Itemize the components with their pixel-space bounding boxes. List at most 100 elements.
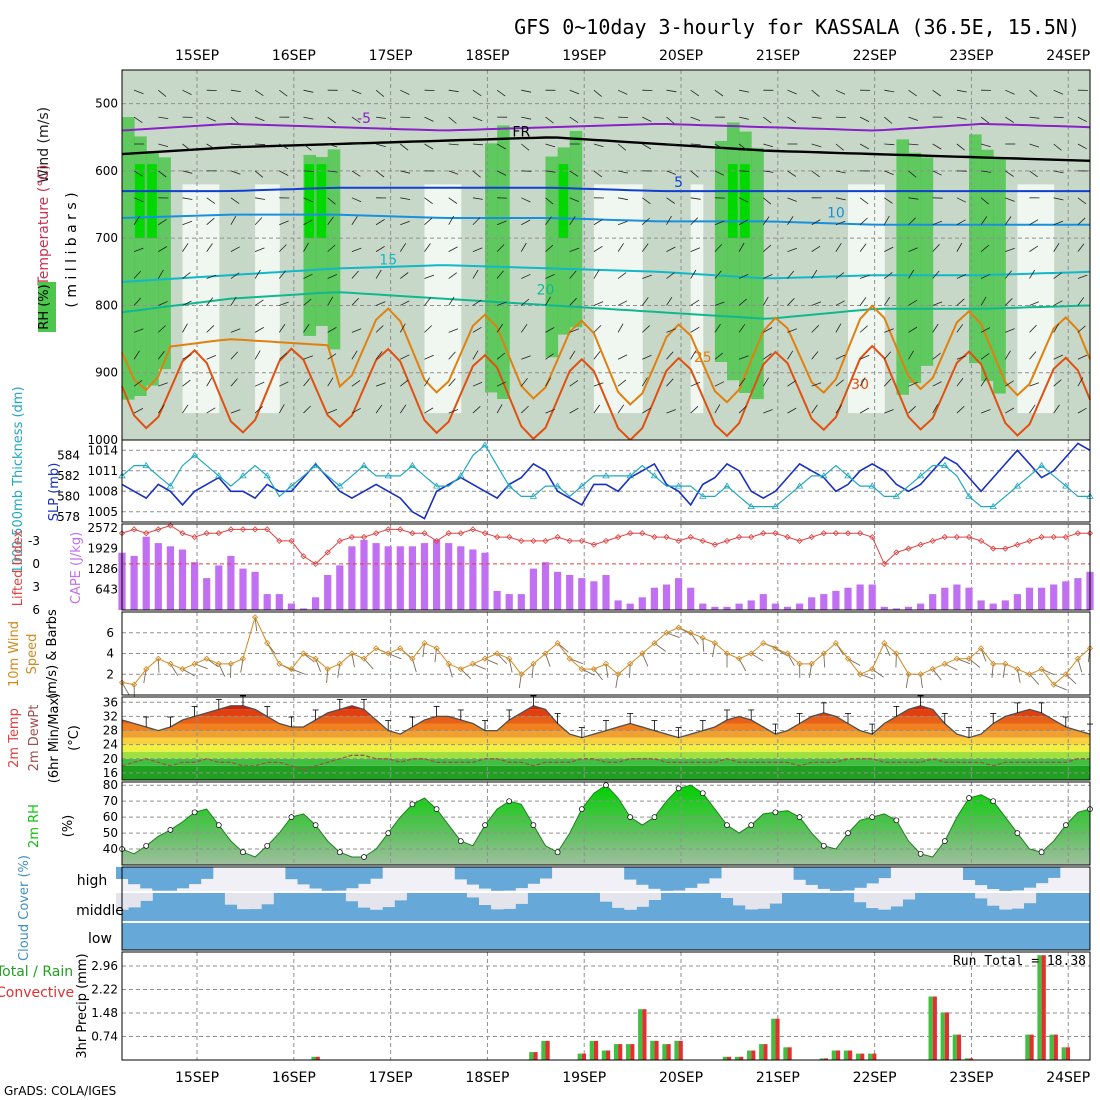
panel-precip: 0.74 1.48 2.22 2.96 Run Total = 18.38 Total /… [0, 951, 1091, 1061]
y-tick-label-left: 0 [32, 557, 40, 571]
wind-marker [239, 655, 247, 662]
precip-convective-bar [763, 1044, 768, 1060]
thickness-marker [650, 472, 659, 479]
wind-barb [303, 378, 311, 387]
cloud-high-cell [345, 867, 359, 889]
cape-bar [747, 600, 755, 610]
wind-marker [336, 660, 343, 667]
wind-barb [206, 407, 216, 414]
wind-barb [835, 354, 846, 360]
cloud-high-cell [684, 867, 698, 888]
wind-barb [690, 247, 701, 253]
rh-marker [917, 850, 924, 857]
y-tick-label: 2.96 [91, 959, 118, 973]
wind-marker [324, 665, 331, 673]
wind-barb [1077, 274, 1088, 279]
wind-barb [206, 355, 217, 360]
rh-marker [966, 795, 972, 801]
wind-barb [230, 351, 238, 360]
wind-barb [714, 270, 722, 279]
rh-marker [1062, 822, 1069, 828]
cloud-high-cell [370, 867, 383, 879]
precip-total-bar [855, 1053, 861, 1060]
wind-barb [981, 170, 992, 173]
wind-barb [496, 323, 504, 333]
wind-barb [835, 170, 846, 174]
wind-marker [578, 665, 585, 673]
wind-marker [542, 650, 549, 657]
wind-barb [472, 326, 482, 333]
wind-barb [1077, 116, 1087, 123]
wind-barb [944, 663, 958, 671]
wind-barb [932, 270, 940, 279]
wind-barb [133, 116, 143, 124]
wind-barb [690, 632, 699, 645]
cape-bar [929, 594, 937, 610]
li-marker [227, 526, 234, 533]
y-tick-label: 28 [103, 724, 118, 738]
thickness-marker [190, 451, 199, 458]
wind-barb [642, 407, 652, 414]
wind-barb [303, 355, 314, 360]
wind-barb [521, 219, 531, 226]
wind-barb [980, 216, 988, 225]
axis-label: 2m RH [27, 804, 42, 848]
x-tick-label-top: 20SEP [659, 48, 703, 64]
li-marker [179, 530, 186, 537]
cape-bar [566, 575, 574, 610]
cape-bar [820, 594, 828, 610]
li-marker [409, 530, 416, 537]
li-marker [1026, 537, 1033, 544]
thickness-marker [505, 482, 513, 489]
wind-barb [327, 409, 338, 414]
wind-marker [1014, 665, 1021, 673]
y-tick-label: 50 [103, 826, 118, 840]
wind-barb [908, 89, 917, 97]
wind-marker [518, 671, 525, 678]
wind-barb [182, 323, 188, 333]
wind-barb [230, 272, 240, 279]
wind-barb [714, 89, 724, 97]
li-marker [215, 530, 222, 537]
cloud-high-cell [128, 867, 141, 885]
wind-barb [1077, 354, 1088, 360]
isotherm-line [121, 122, 1091, 132]
wind-barb [859, 197, 869, 205]
wind-barb [182, 143, 191, 151]
precip-convective-bar [1041, 955, 1046, 1060]
rh-marker [675, 785, 682, 792]
wind-barb [545, 274, 555, 279]
wind-barb [399, 243, 407, 252]
cloud-middle-clear [128, 893, 141, 908]
wind-barb [375, 351, 383, 360]
li-marker [869, 533, 876, 541]
cape-bar [941, 587, 949, 610]
wind-barb [375, 89, 385, 97]
wind-barb [932, 143, 942, 150]
axis-label: 1000-500mb Thickness (dm) [11, 386, 26, 573]
li-marker [990, 545, 997, 552]
wind-barb [884, 170, 894, 175]
cloud-middle-clear [854, 893, 867, 903]
wind-barb [1041, 668, 1055, 676]
wind-marker [143, 665, 150, 673]
wind-marker [566, 655, 573, 662]
axis-label: (°C) [67, 725, 82, 751]
wind-barb [739, 116, 749, 120]
axis-label: Speed [25, 634, 40, 675]
precip-total-bar [783, 1047, 788, 1060]
y-tick-label-left: 582 [57, 469, 80, 483]
wind-barb [279, 220, 289, 226]
cloud-high-cell [660, 867, 674, 891]
rh-cell [751, 147, 764, 400]
rh-marker [990, 798, 997, 805]
wind-barb [521, 197, 531, 203]
cape-bar [493, 590, 501, 610]
isotherm-line [121, 136, 1091, 162]
precip-label-convective: Convective [0, 985, 74, 1001]
wind-barb [206, 377, 213, 387]
precip-convective-bar [727, 1056, 732, 1060]
wind-barb [327, 244, 336, 252]
wind-barb [424, 377, 430, 387]
wind-barb [472, 381, 483, 387]
